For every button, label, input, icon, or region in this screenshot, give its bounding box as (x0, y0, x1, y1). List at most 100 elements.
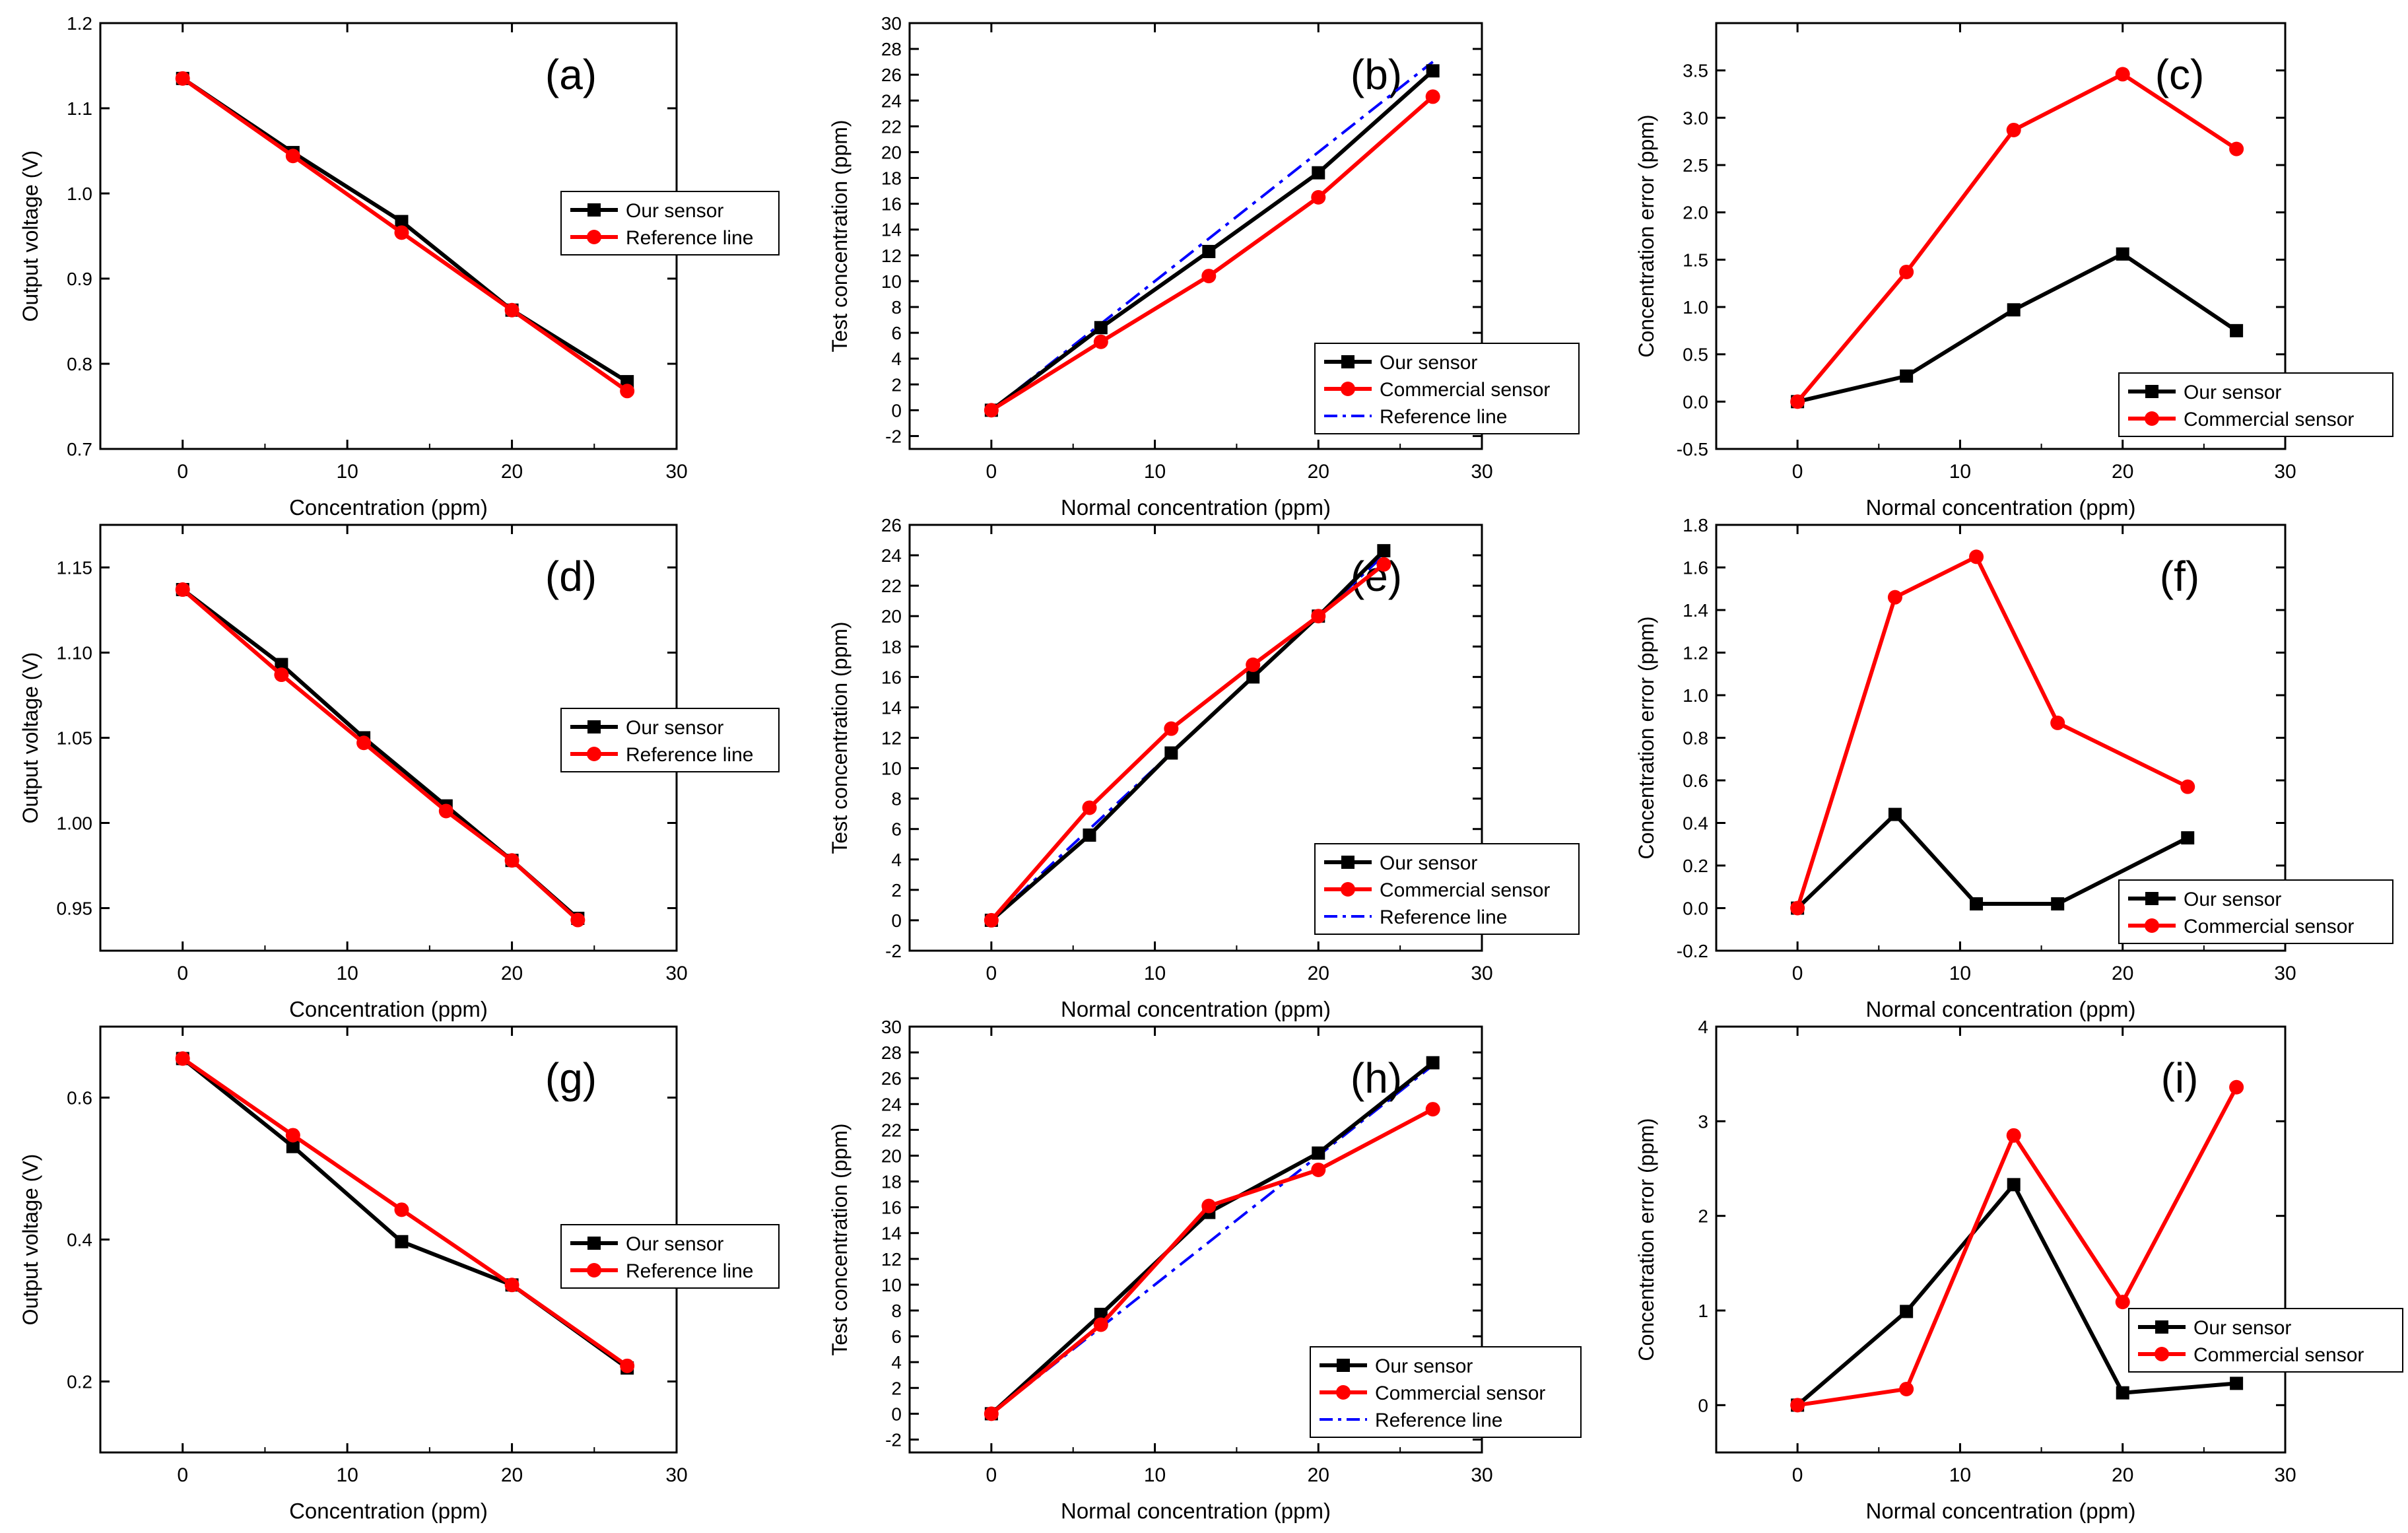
y-tick-label: 16 (881, 1198, 902, 1218)
data-point-circle (620, 1358, 635, 1373)
y-tick-label: 10 (881, 1275, 902, 1295)
data-point-circle (1082, 800, 1097, 815)
y-axis-label: Output voltage (V) (18, 652, 42, 824)
data-point-circle (1201, 1198, 1217, 1213)
x-tick-label: 20 (2112, 963, 2133, 984)
y-tick-label: 30 (881, 13, 902, 34)
y-tick-label: 0.0 (1683, 899, 1708, 919)
y-tick-label: 0.5 (1683, 345, 1708, 365)
data-point-circle (620, 384, 635, 399)
y-tick-label: 1.4 (1683, 600, 1708, 621)
y-tick-label: 14 (881, 1223, 902, 1244)
data-point-circle (1093, 1317, 1108, 1332)
y-tick-label: 1.2 (67, 13, 92, 34)
x-tick-label: 30 (1471, 963, 1492, 984)
legend-swatch-circle (1341, 382, 1355, 396)
data-point-square (2007, 303, 2021, 317)
data-point-square (2230, 324, 2244, 337)
data-point-square (1083, 828, 1096, 842)
y-tick-label: 1.1 (67, 98, 92, 119)
data-point-circle (394, 1202, 409, 1217)
y-tick-label: 22 (881, 576, 902, 596)
y-tick-label: 4 (1698, 1017, 1708, 1037)
legend-label: Reference line (626, 227, 753, 249)
y-tick-label: 1.8 (1683, 515, 1708, 535)
y-axis-label: Test concentration (ppm) (828, 1123, 852, 1355)
legend-box (560, 191, 780, 256)
x-tick-label: 0 (1792, 963, 1803, 984)
data-point-square (395, 1235, 409, 1248)
y-tick-label: 4 (891, 1352, 902, 1373)
data-point-circle (2006, 122, 2021, 137)
y-axis-label: Output voltage (V) (18, 151, 42, 322)
legend-swatch-square (587, 1237, 601, 1250)
y-tick-label: 0 (1698, 1395, 1708, 1415)
y-tick-label: 16 (881, 194, 902, 215)
y-tick-label: 0.2 (67, 1372, 92, 1392)
legend-label: Our sensor (2184, 889, 2281, 910)
legend-box (560, 708, 780, 772)
data-point-circle (984, 403, 999, 418)
panel-tag: (a) (545, 51, 597, 98)
data-point-square (2116, 247, 2129, 261)
x-tick-label: 10 (1144, 963, 1166, 984)
y-tick-label: 1.15 (57, 558, 93, 578)
legend-swatch-circle (587, 747, 601, 761)
y-tick-label: 6 (891, 323, 902, 343)
y-tick-label: 16 (881, 667, 902, 687)
x-tick-label: 20 (1308, 461, 1329, 483)
legend-box (2128, 1308, 2403, 1373)
data-point-circle (285, 1128, 300, 1143)
y-tick-label: 28 (881, 39, 902, 59)
data-point-square (2051, 897, 2065, 911)
y-tick-label: 3.5 (1683, 61, 1708, 81)
y-tick-label: 20 (881, 1145, 902, 1166)
data-point-square (1900, 1305, 1914, 1318)
legend-label: Commercial sensor (2193, 1344, 2364, 1366)
data-point-circle (984, 1406, 999, 1421)
legend-swatch-circle (1341, 882, 1355, 897)
x-axis-label: Normal concentration (ppm) (1061, 1499, 1331, 1523)
data-point-circle (1246, 657, 1261, 672)
data-point-circle (1790, 1398, 1805, 1413)
x-tick-label: 30 (665, 461, 687, 483)
y-tick-label: 4 (891, 349, 902, 369)
y-tick-label: 24 (881, 90, 902, 111)
y-tick-label: 0.0 (1683, 392, 1708, 412)
plot-frame (1715, 22, 2287, 450)
y-tick-label: 8 (891, 789, 902, 809)
y-tick-label: -2 (885, 426, 902, 446)
legend-swatch-square (587, 203, 601, 217)
legend-swatch-circle (587, 230, 601, 244)
x-tick-label: 10 (336, 1464, 358, 1486)
x-tick-label: 10 (1144, 461, 1166, 483)
data-point-circle (175, 1051, 190, 1066)
legend-label: Our sensor (2193, 1317, 2291, 1339)
y-tick-label: 0.7 (67, 439, 92, 460)
data-point-circle (285, 149, 300, 164)
y-tick-label: 1.10 (57, 643, 93, 664)
x-tick-label: 20 (1308, 963, 1329, 984)
legend-label: Our sensor (1380, 352, 1477, 374)
y-tick-label: 2.0 (1683, 203, 1708, 223)
y-tick-label: 1.0 (1683, 685, 1708, 706)
data-point-circle (2229, 141, 2244, 156)
data-point-circle (1201, 269, 1217, 284)
y-tick-label: -0.5 (1677, 439, 1708, 460)
legend-swatch-square (1337, 1359, 1350, 1372)
legend-swatch-square (1341, 355, 1354, 368)
panel-tag: (c) (2155, 51, 2205, 98)
chart-panel-i: 0 10 20 30 0 1 2 3 4 Normal concentration (ppm) Co… (1634, 1017, 2403, 1523)
x-tick-label: 10 (336, 963, 358, 984)
data-point-square (1202, 244, 1216, 258)
chart-panel-h: 0 10 20 30-2024681012141618202224262830Norm… (828, 1017, 1582, 1523)
data-point-square (1312, 1146, 1325, 1160)
x-tick-label: 10 (1949, 461, 1971, 483)
legend-swatch-square (587, 720, 601, 733)
plot-frame (908, 22, 1483, 450)
data-point-circle (1376, 557, 1391, 572)
chart-panel-a: 0 10 20 30 0.7 0.8 0.9 1.0 1.1 1.2 Concentration (… (18, 13, 780, 520)
y-tick-label: 0.8 (1683, 728, 1708, 749)
data-point-circle (1887, 590, 1902, 605)
